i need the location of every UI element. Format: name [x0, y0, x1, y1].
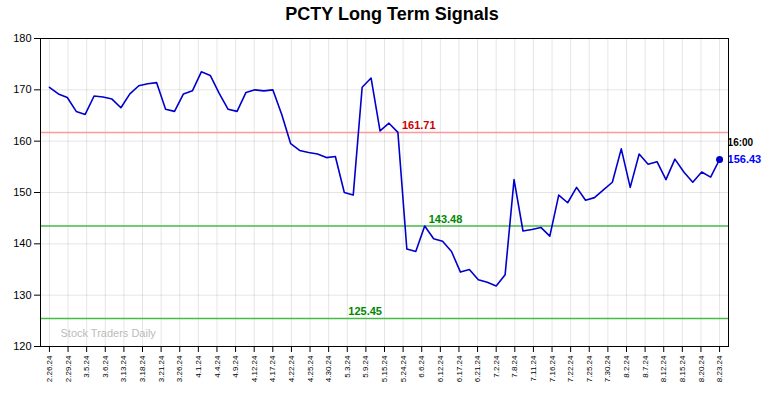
svg-text:8.2.24: 8.2.24 [622, 355, 631, 378]
svg-text:2.29.24: 2.29.24 [64, 355, 73, 382]
svg-text:7.8.24: 7.8.24 [510, 355, 519, 378]
svg-text:5.3.24: 5.3.24 [343, 355, 352, 378]
svg-text:7.25.24: 7.25.24 [585, 355, 594, 382]
svg-text:7.16.24: 7.16.24 [548, 355, 557, 382]
svg-text:6.17.24: 6.17.24 [455, 355, 464, 382]
svg-text:7.22.24: 7.22.24 [566, 355, 575, 382]
svg-text:8.15.24: 8.15.24 [678, 355, 687, 382]
svg-text:4.22.24: 4.22.24 [287, 355, 296, 382]
svg-text:4.17.24: 4.17.24 [268, 355, 277, 382]
svg-text:170: 170 [13, 83, 31, 95]
svg-text:8.20.24: 8.20.24 [697, 355, 706, 382]
svg-text:125.45: 125.45 [348, 305, 382, 317]
svg-text:140: 140 [13, 237, 31, 249]
svg-text:8.23.24: 8.23.24 [715, 355, 724, 382]
svg-text:4.9.24: 4.9.24 [231, 355, 240, 378]
svg-text:5.9.24: 5.9.24 [361, 355, 370, 378]
svg-text:160: 160 [13, 135, 31, 147]
svg-text:161.71: 161.71 [402, 119, 436, 131]
svg-text:2.26.24: 2.26.24 [45, 355, 54, 382]
svg-text:150: 150 [13, 186, 31, 198]
svg-text:Stock Traders Daily: Stock Traders Daily [61, 327, 157, 339]
svg-text:4.25.24: 4.25.24 [306, 355, 315, 382]
svg-text:4.12.24: 4.12.24 [250, 355, 259, 382]
svg-text:6.21.24: 6.21.24 [473, 355, 482, 382]
svg-text:16:00: 16:00 [728, 137, 754, 148]
svg-text:4.1.24: 4.1.24 [194, 355, 203, 378]
html-text:PCTY Long Term Signals: PCTY Long Term Signals [285, 4, 499, 24]
svg-text:3.6.24: 3.6.24 [101, 355, 110, 378]
svg-text:8.12.24: 8.12.24 [659, 355, 668, 382]
svg-text:6.12.24: 6.12.24 [436, 355, 445, 382]
svg-text:3.13.24: 3.13.24 [119, 355, 128, 382]
svg-text:8.7.24: 8.7.24 [641, 355, 650, 378]
svg-text:3.21.24: 3.21.24 [157, 355, 166, 382]
svg-text:5.24.24: 5.24.24 [399, 355, 408, 382]
svg-text:3.18.24: 3.18.24 [138, 355, 147, 382]
svg-text:3.5.24: 3.5.24 [82, 355, 91, 378]
svg-text:7.2.24: 7.2.24 [492, 355, 501, 378]
svg-text:130: 130 [13, 289, 31, 301]
svg-text:6.6.24: 6.6.24 [417, 355, 426, 378]
svg-text:143.48: 143.48 [429, 212, 463, 224]
svg-text:156.43: 156.43 [728, 153, 762, 165]
svg-text:120: 120 [13, 340, 31, 352]
svg-text:7.30.24: 7.30.24 [603, 355, 612, 382]
svg-text:4.30.24: 4.30.24 [324, 355, 333, 382]
svg-text:4.4.24: 4.4.24 [213, 355, 222, 378]
svg-text:3.26.24: 3.26.24 [175, 355, 184, 382]
svg-text:5.15.24: 5.15.24 [380, 355, 389, 382]
svg-text:180: 180 [13, 32, 31, 44]
svg-text:7.11.24: 7.11.24 [529, 355, 538, 382]
